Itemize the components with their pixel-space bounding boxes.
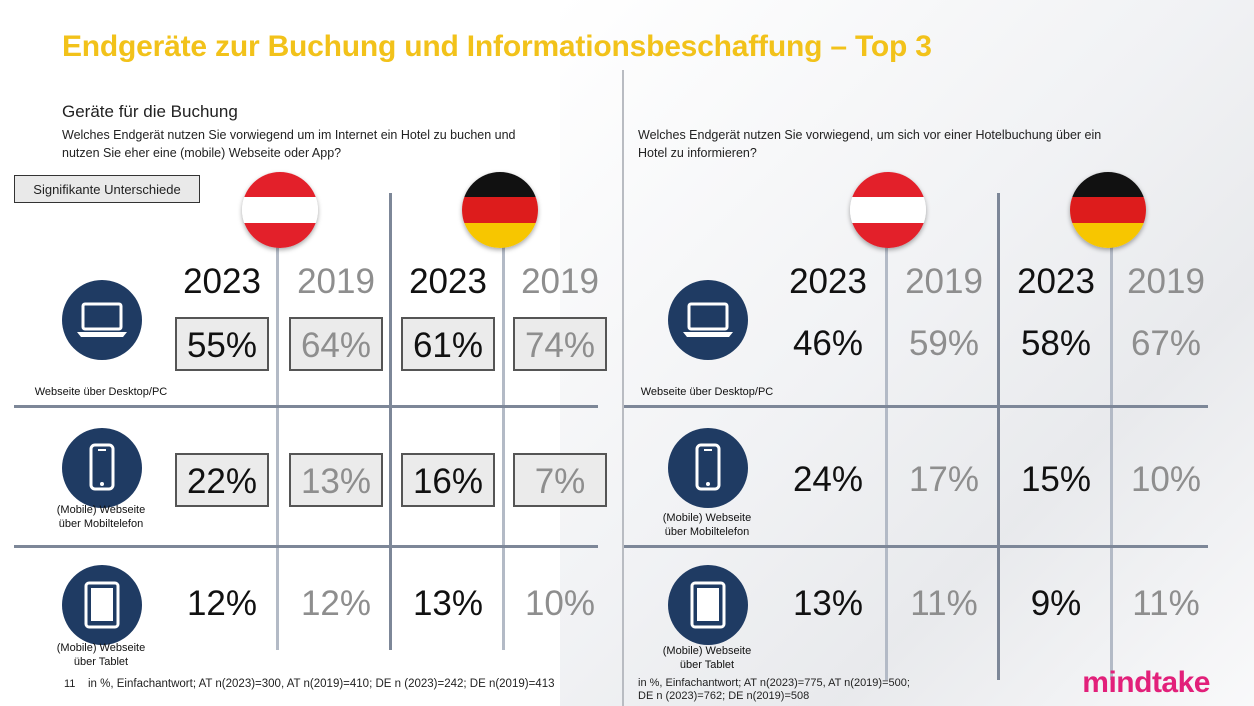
right-horizontal-gridline (624, 405, 1208, 408)
smartphone-icon (62, 428, 142, 508)
right-question-line1: Welches Endgerät nutzen Sie vorwiegend, … (638, 128, 1102, 142)
left-value-cell: 12% (186, 584, 258, 623)
left-horizontal-gridline (14, 405, 598, 408)
left-value-cell: 13% (412, 584, 484, 623)
left-value-cell: 74% (513, 317, 607, 371)
left-device-label: (Mobile) Webseite über Mobiltelefon (0, 503, 211, 531)
right-year-header: 2023 (789, 262, 867, 301)
panel-divider (622, 70, 624, 706)
left-device-label: (Mobile) Webseite über Tablet (0, 641, 211, 669)
device-label-line2: über Tablet (679, 659, 735, 671)
right-vertical-gridline (997, 193, 1000, 680)
device-label-line1: (Mobile) Webseite (662, 645, 752, 657)
right-vertical-gridline (885, 193, 888, 680)
left-horizontal-gridline (14, 545, 598, 548)
right-year-header: 2019 (905, 262, 983, 301)
page-title: Endgeräte zur Buchung und Informationsbe… (62, 30, 932, 63)
germany-flag-icon (462, 172, 538, 248)
left-year-header: 2023 (183, 262, 261, 301)
right-footnote: in %, Einfachantwort; AT n(2023)=775, AT… (638, 677, 910, 703)
significance-legend: Signifikante Unterschiede (14, 175, 200, 203)
left-question: Welches Endgerät nutzen Sie vorwiegend u… (62, 126, 516, 162)
left-device-label: Webseite über Desktop/PC (0, 385, 211, 399)
right-value-cell: 11% (910, 584, 978, 623)
left-heading: Geräte für die Buchung (62, 102, 238, 121)
left-value-cell: 13% (289, 453, 383, 507)
right-question-line2: Hotel zu informieren? (638, 146, 757, 160)
austria-flag-icon (850, 172, 926, 248)
left-value-cell: 10% (524, 584, 596, 623)
left-footnote: in %, Einfachantwort; AT n(2023)=300, AT… (88, 678, 555, 690)
left-year-header: 2023 (409, 262, 487, 301)
right-vertical-gridline (1110, 193, 1113, 680)
right-value-cell: 11% (1132, 584, 1200, 623)
right-value-cell: 17% (908, 460, 980, 499)
right-horizontal-gridline (624, 545, 1208, 548)
device-label-line2: über Tablet (73, 656, 129, 668)
left-value-cell: 61% (401, 317, 495, 371)
device-label-line2: über Mobiltelefon (664, 526, 750, 538)
right-value-cell: 9% (1030, 584, 1082, 623)
right-value-cell: 24% (792, 460, 864, 499)
right-value-cell: 46% (792, 324, 864, 363)
left-value-cell: 64% (289, 317, 383, 371)
right-device-label: (Mobile) Webseite über Tablet (597, 644, 817, 672)
smartphone-icon (668, 428, 748, 508)
germany-flag-icon (1070, 172, 1146, 248)
right-value-cell: 58% (1020, 324, 1092, 363)
right-value-cell: 59% (908, 324, 980, 363)
laptop-icon (668, 280, 748, 360)
device-label-line1: (Mobile) Webseite (662, 512, 752, 524)
device-label-line1: (Mobile) Webseite (56, 504, 146, 516)
left-footnote-marker: 11 (64, 678, 76, 690)
tablet-icon (668, 565, 748, 645)
right-value-cell: 10% (1130, 460, 1202, 499)
right-footnote-line1: in %, Einfachantwort; AT n(2023)=775, AT… (638, 677, 910, 689)
device-label-line1: (Mobile) Webseite (56, 642, 146, 654)
right-year-header: 2019 (1127, 262, 1205, 301)
right-value-cell: 15% (1020, 460, 1092, 499)
left-question-line1: Welches Endgerät nutzen Sie vorwiegend u… (62, 128, 516, 142)
left-vertical-gridline (276, 193, 279, 650)
device-label-line2: über Mobiltelefon (58, 518, 144, 530)
tablet-icon (62, 565, 142, 645)
device-label-line1: Webseite über Desktop/PC (640, 386, 774, 398)
left-year-header: 2019 (297, 262, 375, 301)
right-footnote-line2: DE n (2023)=762; DE n(2019)=508 (638, 690, 810, 702)
left-value-cell: 55% (175, 317, 269, 371)
left-value-cell: 12% (300, 584, 372, 623)
right-device-label: Webseite über Desktop/PC (597, 385, 817, 399)
left-value-cell: 16% (401, 453, 495, 507)
austria-flag-icon (242, 172, 318, 248)
laptop-icon (62, 280, 142, 360)
left-year-header: 2019 (521, 262, 599, 301)
left-value-cell: 22% (175, 453, 269, 507)
device-label-line1: Webseite über Desktop/PC (34, 386, 168, 398)
right-year-header: 2023 (1017, 262, 1095, 301)
left-vertical-gridline (502, 193, 505, 650)
mindtake-logo: mindtake (1082, 666, 1210, 699)
right-value-cell: 13% (792, 584, 864, 623)
left-vertical-gridline (389, 193, 392, 650)
left-value-cell: 7% (513, 453, 607, 507)
right-question: Welches Endgerät nutzen Sie vorwiegend, … (638, 126, 1101, 162)
right-value-cell: 67% (1130, 324, 1202, 363)
right-device-label: (Mobile) Webseite über Mobiltelefon (597, 511, 817, 539)
left-question-line2: nutzen Sie eher eine (mobile) Webseite o… (62, 146, 342, 160)
